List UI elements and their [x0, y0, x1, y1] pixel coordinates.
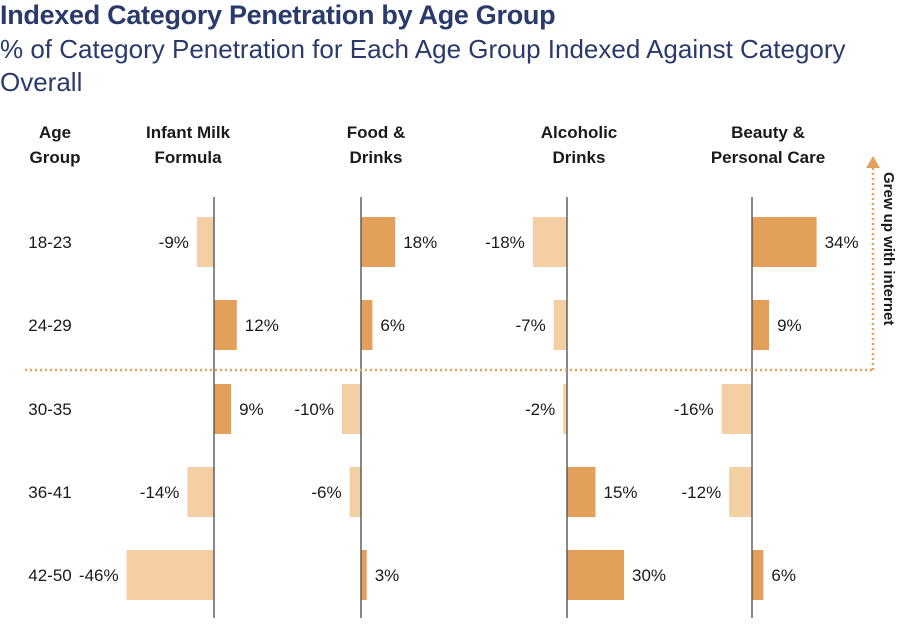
- annotation-text: Grew up with internet: [880, 172, 897, 325]
- row-header-text: Group: [30, 148, 81, 167]
- data-label: -2%: [525, 400, 555, 419]
- category-header: Drinks: [350, 148, 403, 167]
- category-header: Beauty &: [731, 123, 805, 142]
- data-label: 18%: [403, 233, 437, 252]
- bar: [567, 550, 624, 600]
- bar: [214, 384, 232, 434]
- data-label: -16%: [674, 400, 714, 419]
- data-label: -9%: [159, 233, 189, 252]
- data-label: -10%: [294, 400, 334, 419]
- bar: [729, 467, 752, 517]
- bar: [187, 467, 214, 517]
- arrow-head-icon: [866, 156, 880, 168]
- data-label: -18%: [485, 233, 525, 252]
- category-header: Food &: [347, 123, 406, 142]
- data-label: -7%: [515, 316, 545, 335]
- bar: [196, 217, 214, 267]
- category-header: Alcoholic: [541, 123, 618, 142]
- bar: [126, 550, 214, 600]
- data-label: 9%: [239, 400, 264, 419]
- bar: [567, 467, 596, 517]
- bar: [752, 217, 817, 267]
- category-header: Personal Care: [711, 148, 825, 167]
- data-label: 15%: [604, 483, 638, 502]
- bar: [721, 384, 752, 434]
- data-label: 34%: [825, 233, 859, 252]
- chart-subtitle: % of Category Penetration for Each Age G…: [0, 34, 846, 97]
- bar: [752, 550, 764, 600]
- bar: [553, 300, 567, 350]
- age-group-label: 42-50: [28, 566, 71, 585]
- age-group-label: 36-41: [28, 483, 71, 502]
- data-label: 6%: [380, 316, 405, 335]
- data-label: -12%: [682, 483, 722, 502]
- bar: [214, 300, 237, 350]
- category-header: Infant Milk: [146, 123, 231, 142]
- data-label: 3%: [375, 566, 400, 585]
- data-label: -14%: [140, 483, 180, 502]
- bar: [361, 300, 373, 350]
- bar: [349, 467, 361, 517]
- data-label: 6%: [771, 566, 796, 585]
- row-header-text: Age: [39, 123, 71, 142]
- data-label: 12%: [245, 316, 279, 335]
- data-label: -46%: [79, 566, 119, 585]
- bar: [342, 384, 361, 434]
- data-label: -6%: [311, 483, 341, 502]
- age-group-label: 18-23: [28, 233, 71, 252]
- age-group-label: 24-29: [28, 316, 71, 335]
- data-label: 9%: [777, 316, 802, 335]
- age-group-label: 30-35: [28, 400, 71, 419]
- bar: [361, 550, 367, 600]
- bar: [563, 384, 567, 434]
- chart-title: Indexed Category Penetration by Age Grou…: [0, 0, 556, 30]
- data-label: 30%: [632, 566, 666, 585]
- category-header: Formula: [154, 148, 222, 167]
- bar: [752, 300, 770, 350]
- bar: [532, 217, 567, 267]
- bar: [361, 217, 396, 267]
- category-header: Drinks: [553, 148, 606, 167]
